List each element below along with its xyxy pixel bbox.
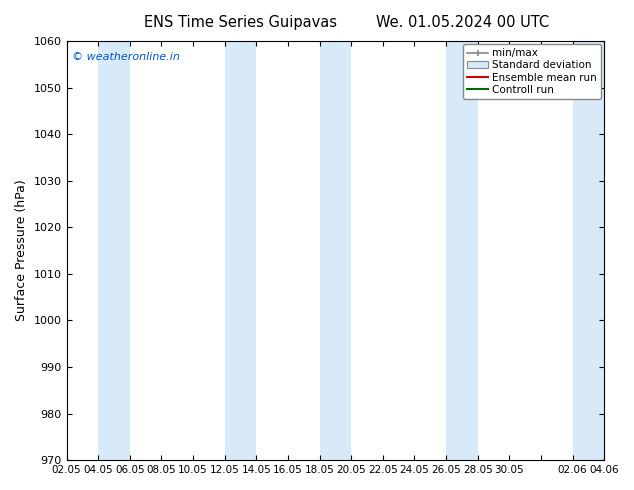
Text: ENS Time Series Guipavas: ENS Time Series Guipavas — [145, 15, 337, 30]
Legend: min/max, Standard deviation, Ensemble mean run, Controll run: min/max, Standard deviation, Ensemble me… — [463, 44, 601, 99]
Text: © weatheronline.in: © weatheronline.in — [72, 51, 180, 62]
Bar — [573, 41, 604, 460]
Bar — [224, 41, 256, 460]
Bar — [446, 41, 477, 460]
Bar — [320, 41, 351, 460]
Bar — [98, 41, 130, 460]
Text: We. 01.05.2024 00 UTC: We. 01.05.2024 00 UTC — [376, 15, 550, 30]
Y-axis label: Surface Pressure (hPa): Surface Pressure (hPa) — [15, 180, 28, 321]
